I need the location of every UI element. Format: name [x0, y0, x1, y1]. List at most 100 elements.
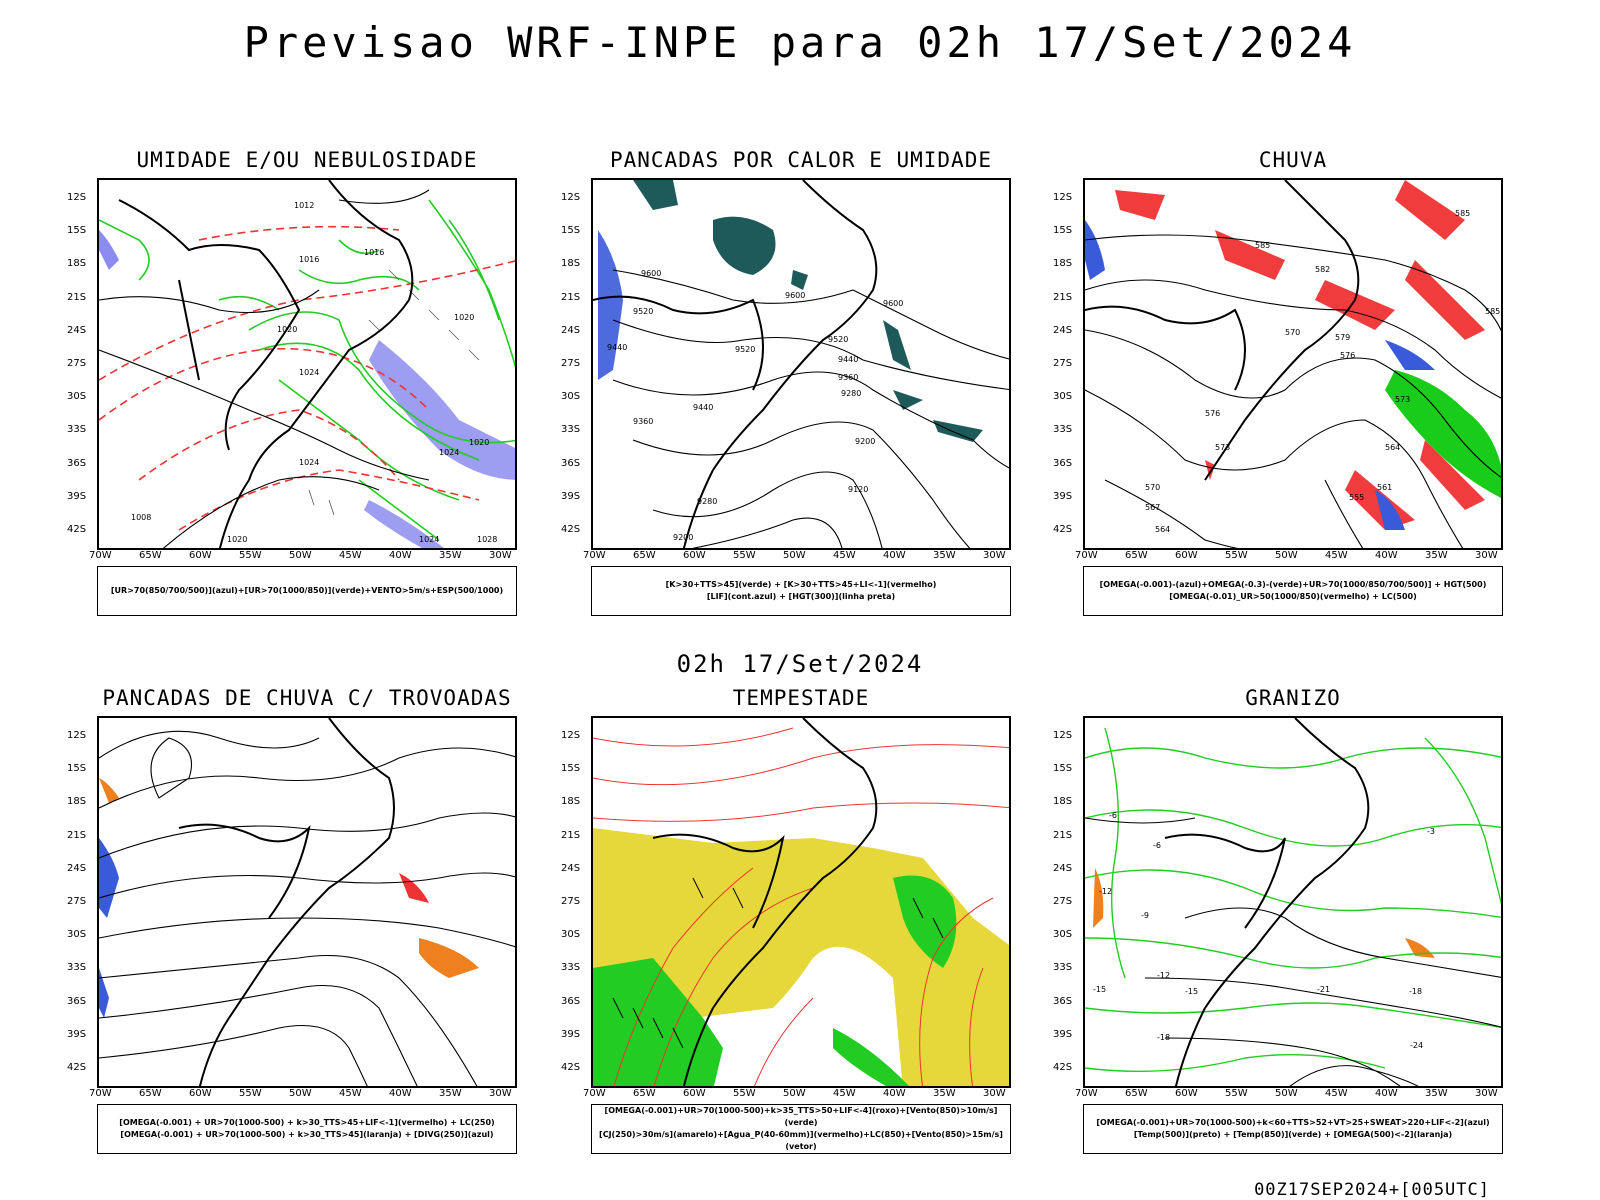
- lon-label: 50W: [289, 550, 312, 561]
- lon-label: 35W: [439, 550, 462, 561]
- lat-label: 15S: [1053, 225, 1073, 237]
- svg-text:582: 582: [1315, 265, 1330, 274]
- panel-legend: [UR>70(850/700/500)](azul)+[UR>70(1000/8…: [97, 566, 517, 616]
- svg-text:-12: -12: [1099, 887, 1112, 896]
- lat-label: 39S: [561, 1028, 581, 1040]
- lon-label: 70W: [1075, 550, 1098, 561]
- lat-label: 36S: [561, 995, 581, 1007]
- lat-label: 39S: [1053, 1028, 1073, 1040]
- lon-label: 70W: [583, 550, 606, 561]
- lon-label: 40W: [883, 550, 906, 561]
- svg-text:9600: 9600: [785, 291, 805, 300]
- lat-label: 21S: [561, 291, 581, 303]
- svg-text:9440: 9440: [693, 403, 713, 412]
- legend-line: [OMEGA(-0.001) + UR>70(1000-500) + k>30_…: [119, 1118, 495, 1127]
- page-title: Previsao WRF-INPE para 02h 17/Set/2024: [243, 18, 1357, 67]
- lat-label: 36S: [67, 995, 87, 1007]
- svg-text:555: 555: [1349, 493, 1364, 502]
- lat-label: 18S: [561, 258, 581, 270]
- lat-label: 12S: [67, 192, 87, 203]
- svg-text:570: 570: [1285, 328, 1300, 337]
- lat-label: 33S: [67, 424, 87, 436]
- lat-label: 18S: [561, 796, 581, 808]
- lat-label: 42S: [1053, 524, 1073, 535]
- lon-label: 55W: [733, 1088, 756, 1099]
- lon-label: 45W: [833, 1088, 856, 1099]
- lon-label: 70W: [1075, 1088, 1098, 1099]
- lat-label: 27S: [561, 358, 581, 369]
- lon-label: 35W: [933, 1088, 956, 1099]
- lon-label: 60W: [683, 1088, 706, 1099]
- svg-text:573: 573: [1395, 395, 1410, 404]
- panel-title: PANCADAS POR CALOR E UMIDADE: [609, 148, 992, 172]
- lat-label: 33S: [1053, 962, 1073, 974]
- lat-label: 39S: [67, 490, 87, 502]
- svg-text:9280: 9280: [841, 389, 861, 398]
- lat-label: 27S: [67, 896, 87, 907]
- lon-label: 35W: [1425, 1088, 1448, 1099]
- lon-label: 55W: [733, 550, 756, 561]
- lon-label: 65W: [1125, 1088, 1148, 1099]
- lon-label: 50W: [1275, 550, 1298, 561]
- lat-label: 24S: [561, 324, 581, 336]
- lat-label: 24S: [67, 324, 87, 336]
- lat-label: 21S: [67, 291, 87, 303]
- svg-text:1020: 1020: [469, 438, 489, 447]
- lon-label: 45W: [339, 550, 362, 561]
- panel-legend: [K>30+TTS>45](verde) + [K>30+TTS>45+LI<-…: [591, 566, 1011, 616]
- lat-label: 36S: [561, 457, 581, 469]
- svg-text:9200: 9200: [855, 437, 875, 446]
- lon-label: 35W: [933, 550, 956, 561]
- svg-text:1024: 1024: [419, 535, 439, 544]
- svg-text:-6: -6: [1153, 841, 1161, 850]
- map-granizo: -6 -12 -9 -12 -15 -21 -18 -18 -24 -15 -3 -6: [1083, 716, 1503, 1088]
- lat-label: 24S: [1053, 324, 1073, 336]
- lat-label: 27S: [561, 896, 581, 907]
- lat-label: 15S: [67, 225, 87, 237]
- svg-text:9520: 9520: [735, 345, 755, 354]
- lat-label: 15S: [561, 225, 581, 237]
- lat-label: 33S: [1053, 424, 1073, 436]
- svg-text:9360: 9360: [633, 417, 653, 426]
- lon-label: 50W: [289, 1088, 312, 1099]
- lat-label: 42S: [561, 1062, 581, 1073]
- svg-text:1020: 1020: [454, 313, 474, 322]
- lon-label: 55W: [239, 550, 262, 561]
- svg-text:1008: 1008: [131, 513, 151, 522]
- panel-legend: [OMEGA(-0.001)-(azul)+OMEGA(-0.3)-(verde…: [1083, 566, 1503, 616]
- svg-text:9120: 9120: [848, 485, 868, 494]
- lon-label: 70W: [89, 550, 112, 561]
- lat-label: 42S: [561, 524, 581, 535]
- lon-label: 30W: [489, 550, 512, 561]
- lon-label: 60W: [683, 550, 706, 561]
- lon-label: 55W: [1225, 550, 1248, 561]
- lat-label: 21S: [67, 829, 87, 841]
- svg-text:-18: -18: [1157, 1033, 1170, 1042]
- svg-text:-3: -3: [1427, 827, 1435, 836]
- svg-text:-15: -15: [1185, 987, 1198, 996]
- panel-title: UMIDADE E/OU NEBULOSIDADE: [136, 148, 478, 172]
- svg-text:561: 561: [1377, 483, 1392, 492]
- lat-label: 42S: [67, 1062, 87, 1073]
- panel-legend: [OMEGA(-0.001)+UR>70(1000-500)+k>35_TTS>…: [591, 1104, 1011, 1154]
- lon-label: 30W: [489, 1088, 512, 1099]
- panel-legend: [OMEGA(-0.001) + UR>70(1000-500) + k>30_…: [97, 1104, 517, 1154]
- lon-label: 55W: [239, 1088, 262, 1099]
- svg-text:9600: 9600: [641, 269, 661, 278]
- svg-text:-6: -6: [1109, 811, 1117, 820]
- lon-label: 45W: [1325, 1088, 1348, 1099]
- lat-label: 21S: [1053, 291, 1073, 303]
- lon-label: 60W: [1175, 550, 1198, 561]
- svg-text:585: 585: [1485, 307, 1500, 316]
- lat-label: 42S: [67, 524, 87, 535]
- lat-label: 30S: [1053, 391, 1073, 403]
- lon-label: 30W: [1475, 550, 1498, 561]
- lon-label: 70W: [583, 1088, 606, 1099]
- svg-text:576: 576: [1205, 409, 1220, 418]
- lat-label: 18S: [67, 258, 87, 270]
- svg-text:-21: -21: [1317, 985, 1330, 994]
- lon-label: 30W: [983, 550, 1006, 561]
- svg-text:573: 573: [1215, 443, 1230, 452]
- map-pancadas-calor: 9600 9520 9440 9360 9440 9520 9600 9520 9440 9…: [591, 178, 1011, 550]
- lon-label: 60W: [189, 550, 212, 561]
